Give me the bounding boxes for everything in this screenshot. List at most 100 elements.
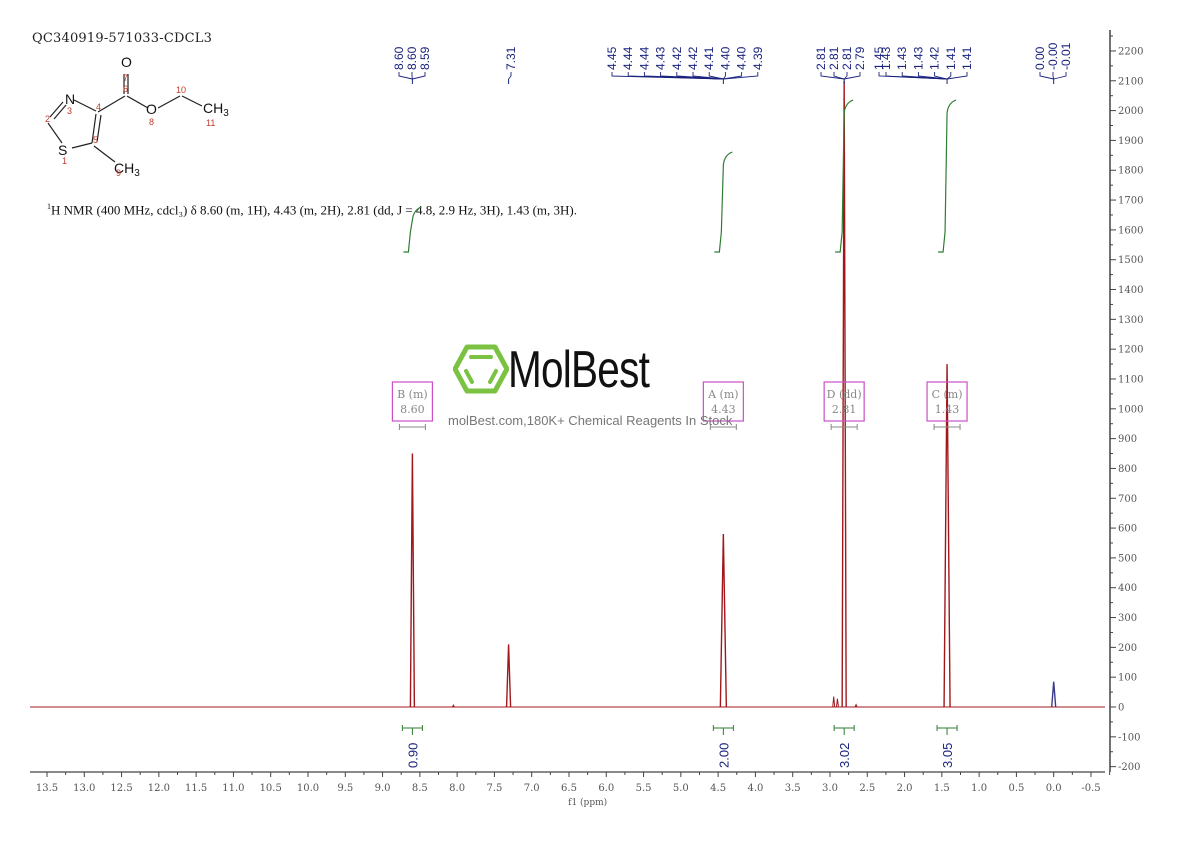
svg-text:1: 1	[62, 156, 67, 166]
spectrum-peak	[719, 534, 728, 708]
peak-label: 0.00	[1033, 46, 1047, 70]
peak-label: 8.60	[392, 46, 406, 70]
y-tick-label: -100	[1118, 732, 1140, 743]
svg-text:2: 2	[45, 114, 50, 124]
peak-label: -0.01	[1059, 42, 1073, 70]
x-tick-label: 3.0	[822, 783, 838, 794]
peak-label: 8.59	[418, 46, 432, 70]
peak-label: 1.45	[872, 46, 886, 70]
x-tick-label: 7.5	[486, 783, 502, 794]
spectrum-peak	[505, 644, 512, 708]
peak-label: -0.00	[1046, 42, 1060, 70]
integral-value: 2.00	[716, 743, 731, 768]
peak-label: 4.40	[718, 46, 732, 70]
y-tick-label: 500	[1118, 553, 1137, 564]
x-tick-label: 13.5	[36, 783, 58, 794]
peak-label: 4.43	[654, 46, 668, 70]
svg-text:7: 7	[123, 73, 128, 83]
integral-curve	[938, 99, 957, 253]
peak-label: 1.42	[928, 46, 942, 70]
svg-text:2.81: 2.81	[832, 403, 857, 416]
peak-label: 4.41	[702, 46, 716, 70]
integral-value: 3.05	[940, 743, 955, 768]
spectrum-peak	[943, 364, 951, 708]
y-tick-label: 300	[1118, 613, 1137, 624]
y-tick-label: 200	[1118, 643, 1137, 654]
peak-label: 4.44	[621, 46, 635, 70]
y-tick-label: 1800	[1118, 166, 1143, 177]
chemical-structure: N S O O CH3 CH3 1 2 3 4 5 6 7 8 9 10 11	[45, 54, 229, 179]
atom-N: N	[65, 91, 75, 107]
svg-text:4: 4	[96, 102, 101, 112]
y-tick-label: 700	[1118, 494, 1137, 505]
peak-label: 2.81	[814, 46, 828, 70]
peak-label: 1.43	[879, 46, 893, 70]
y-axis: 2200210020001900180017001600150014001300…	[1109, 30, 1143, 773]
peak-label: 4.45	[605, 46, 619, 70]
multiplet-box	[926, 381, 968, 422]
x-tick-label: 12.0	[148, 783, 170, 794]
peak-label: 1.41	[960, 46, 974, 70]
svg-text:C (m): C (m)	[932, 388, 963, 401]
svg-text:8.60: 8.60	[400, 403, 425, 416]
y-tick-label: -200	[1118, 762, 1140, 773]
y-tick-label: 1400	[1118, 285, 1143, 296]
x-tick-label: 13.0	[73, 783, 95, 794]
integral-value: 3.02	[837, 743, 852, 768]
peak-label: 2.79	[853, 46, 867, 70]
watermark-tagline: molBest.com,180K+ Chemical Reagents In S…	[448, 413, 733, 428]
integral-curve	[403, 206, 422, 253]
y-tick-label: 100	[1118, 673, 1137, 684]
atom-S: S	[58, 142, 67, 158]
x-tick-label: 5.5	[636, 783, 652, 794]
atom-O-carbonyl: O	[121, 54, 132, 70]
y-tick-label: 1600	[1118, 225, 1143, 236]
y-tick-label: 800	[1118, 464, 1137, 475]
multiplet-box	[702, 381, 744, 422]
peak-label: 2.81	[840, 46, 854, 70]
integrals: 0.90 2.00 3.02 3.05	[401, 99, 958, 768]
y-tick-label: 0	[1118, 703, 1124, 714]
y-tick-label: 400	[1118, 583, 1137, 594]
x-tick-label: 6.5	[561, 783, 577, 794]
y-tick-label: 900	[1118, 434, 1137, 445]
x-tick-label: 5.0	[673, 783, 689, 794]
y-tick-label: 1200	[1118, 345, 1143, 356]
x-tick-label: 2.5	[859, 783, 875, 794]
x-tick-label: 1.5	[934, 783, 950, 794]
peak-label: 7.31	[504, 46, 518, 70]
x-tick-label: 3.5	[785, 783, 801, 794]
molbest-logo-icon	[453, 344, 509, 394]
x-tick-label: 0.5	[1008, 783, 1024, 794]
x-tick-label: 11.5	[185, 783, 207, 794]
peak-label: 4.39	[751, 46, 765, 70]
peak-label: 1.41	[944, 46, 958, 70]
svg-text:9: 9	[116, 168, 121, 178]
y-tick-label: 1900	[1118, 136, 1143, 147]
peak-label: 1.43	[911, 46, 925, 70]
svg-text:11: 11	[206, 118, 215, 128]
svg-text:5: 5	[93, 135, 98, 145]
svg-text:D (dd): D (dd)	[827, 388, 862, 401]
svg-text:10: 10	[176, 85, 186, 95]
y-tick-label: 1300	[1118, 315, 1143, 326]
y-tick-label: 1000	[1118, 404, 1143, 415]
atom-O-ester: O	[146, 101, 157, 117]
integral-curve	[714, 151, 733, 253]
peak-label: 4.44	[637, 46, 651, 70]
x-tick-label: -0.5	[1081, 783, 1100, 794]
peak-label: 2.81	[827, 46, 841, 70]
y-tick-label: 2000	[1118, 106, 1143, 117]
x-tick-label: 9.0	[375, 783, 391, 794]
integral-curve	[835, 99, 854, 253]
atom-CH3-methyl: CH3	[114, 160, 140, 179]
y-tick-label: 1700	[1118, 196, 1143, 207]
x-tick-label: 12.5	[110, 783, 132, 794]
spectrum-peak	[409, 453, 416, 708]
y-tick-label: 1500	[1118, 255, 1143, 266]
x-tick-label: 10.5	[260, 783, 282, 794]
svg-text:3: 3	[67, 106, 72, 116]
peak-labels: 8.60 8.60 8.59 7.31 4.45 4.44 4.44 4.43 4.42 4.42…	[392, 42, 1073, 84]
